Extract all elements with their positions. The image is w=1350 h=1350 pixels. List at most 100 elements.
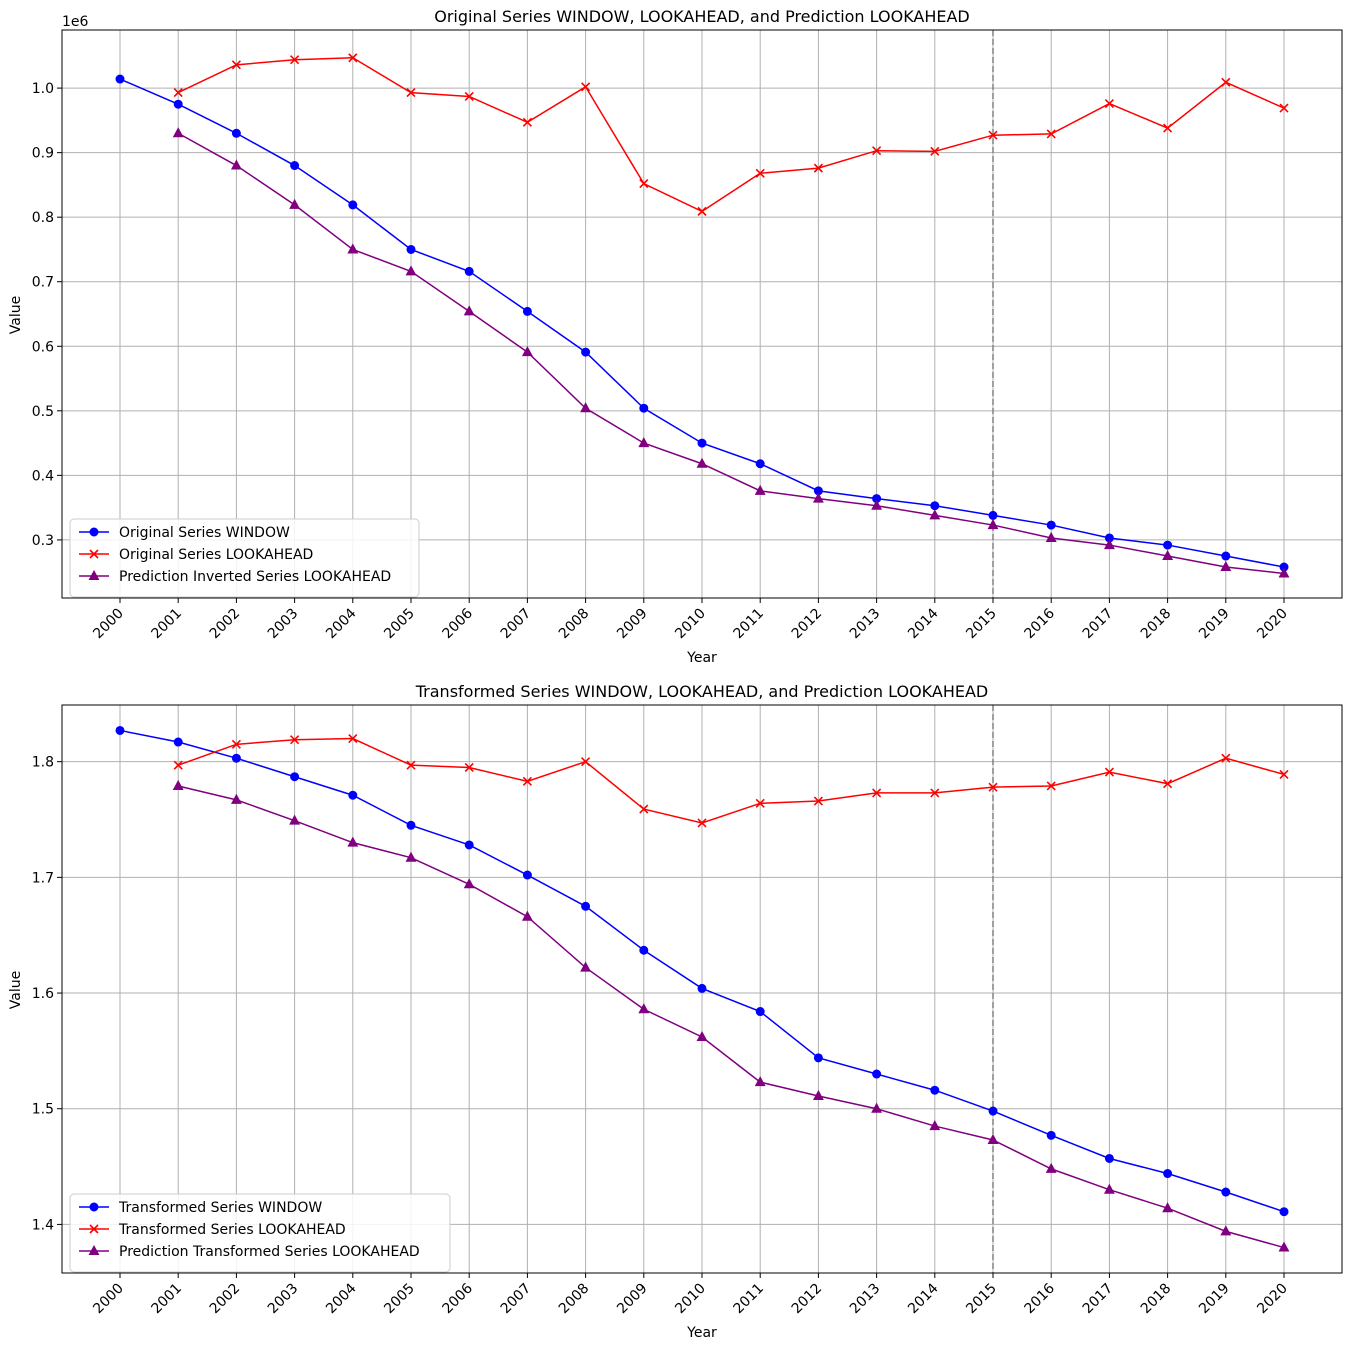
- data-point: [1162, 549, 1174, 561]
- legend: Transformed Series WINDOW Transformed Ser…: [69, 1193, 451, 1273]
- data-point: [521, 346, 533, 357]
- data-point: [231, 753, 241, 763]
- data-point: [1220, 1225, 1232, 1236]
- data-point: [290, 735, 300, 745]
- data-point: [347, 243, 359, 254]
- y-tick-label: 1.7: [32, 870, 54, 886]
- data-point: [639, 804, 649, 814]
- legend-marker: [88, 569, 100, 580]
- data-point: [638, 1003, 650, 1014]
- data-point: [812, 1089, 824, 1101]
- data-point: [464, 266, 474, 276]
- data-point: [289, 814, 301, 825]
- data-point: [230, 793, 242, 804]
- data-point: [1278, 567, 1290, 578]
- data-point: [988, 782, 998, 792]
- data-point: [581, 901, 591, 911]
- data-point: [581, 347, 591, 357]
- data-point: [580, 961, 592, 972]
- data-point: [871, 1102, 883, 1113]
- data-point: [755, 1007, 765, 1017]
- data-point: [173, 99, 183, 109]
- data-point: [1162, 1202, 1174, 1213]
- legend-label: Transformed Series LOOKAHEAD: [118, 1222, 346, 1238]
- y-axis-label: Value: [8, 296, 24, 334]
- data-point: [697, 206, 707, 216]
- data-point: [871, 499, 883, 510]
- legend: Original Series WINDOW Original Series LO…: [69, 518, 420, 598]
- y-tick-label: 1.4: [32, 1217, 54, 1233]
- data-point: [1279, 1207, 1289, 1217]
- data-point: [1104, 99, 1114, 109]
- data-point: [1163, 123, 1173, 133]
- data-point: [290, 772, 300, 782]
- y-tick-label: 0.5: [32, 404, 54, 420]
- data-point: [754, 484, 766, 495]
- series-0: [115, 725, 1289, 1217]
- y-tick-label: 1.0: [32, 81, 54, 97]
- data-point: [521, 910, 533, 921]
- data-point: [697, 983, 707, 993]
- y-tick-label: 1.6: [32, 986, 54, 1002]
- data-point: [173, 760, 183, 770]
- data-point: [1279, 103, 1289, 113]
- data-point: [173, 88, 183, 98]
- data-point: [231, 128, 241, 138]
- data-point: [522, 776, 532, 786]
- data-point: [872, 1069, 882, 1079]
- y-tick-label: 0.6: [32, 339, 54, 355]
- data-point: [755, 459, 765, 469]
- data-point: [347, 836, 359, 847]
- data-point: [289, 198, 301, 209]
- data-point: [1103, 1183, 1115, 1194]
- data-point: [290, 161, 300, 171]
- y-axis: 0.3 0.4 0.5 0.6 0.7 0.8 0.9 1.0: [32, 81, 62, 549]
- data-point: [755, 798, 765, 808]
- chart-title: Transformed Series WINDOW, LOOKAHEAD, an…: [415, 682, 989, 701]
- data-point: [1221, 753, 1231, 763]
- legend-marker: [89, 549, 99, 559]
- data-point: [1046, 520, 1056, 530]
- legend-marker: [88, 1244, 100, 1255]
- data-point: [581, 757, 591, 767]
- legend-label: Prediction Transformed Series LOOKAHEAD: [119, 1244, 420, 1260]
- series-line: [177, 56, 1285, 213]
- data-point: [639, 179, 649, 189]
- data-point: [172, 779, 184, 790]
- data-point: [522, 117, 532, 127]
- data-point: [697, 438, 707, 448]
- data-point: [173, 737, 183, 747]
- data-point: [290, 55, 300, 65]
- data-point: [987, 1133, 999, 1144]
- data-point: [813, 796, 823, 806]
- series-1: [173, 733, 1289, 828]
- data-point: [1163, 1169, 1173, 1179]
- data-point: [754, 1076, 766, 1087]
- legend-label: Transformed Series WINDOW: [118, 1200, 322, 1216]
- data-point: [696, 457, 708, 468]
- data-point: [406, 760, 416, 770]
- data-point: [580, 402, 592, 413]
- data-point: [463, 305, 475, 316]
- y-axis: 1.4 1.5 1.6 1.7 1.8: [32, 755, 62, 1233]
- data-point: [464, 762, 474, 773]
- data-point: [988, 130, 998, 140]
- data-point: [929, 1120, 941, 1131]
- series-2: [172, 779, 1290, 1252]
- data-point: [1221, 1187, 1231, 1197]
- data-point: [813, 1053, 823, 1063]
- data-point: [813, 163, 823, 173]
- data-point: [348, 733, 358, 744]
- data-point: [929, 509, 941, 520]
- series-0: [115, 74, 1289, 572]
- data-point: [988, 510, 998, 520]
- data-point: [872, 788, 882, 798]
- data-point: [405, 851, 417, 862]
- data-point: [231, 739, 241, 749]
- data-point: [463, 878, 475, 889]
- data-point: [930, 146, 940, 156]
- y-tick-label: 1.8: [32, 755, 54, 771]
- data-point: [348, 200, 358, 210]
- data-point: [1046, 1130, 1056, 1140]
